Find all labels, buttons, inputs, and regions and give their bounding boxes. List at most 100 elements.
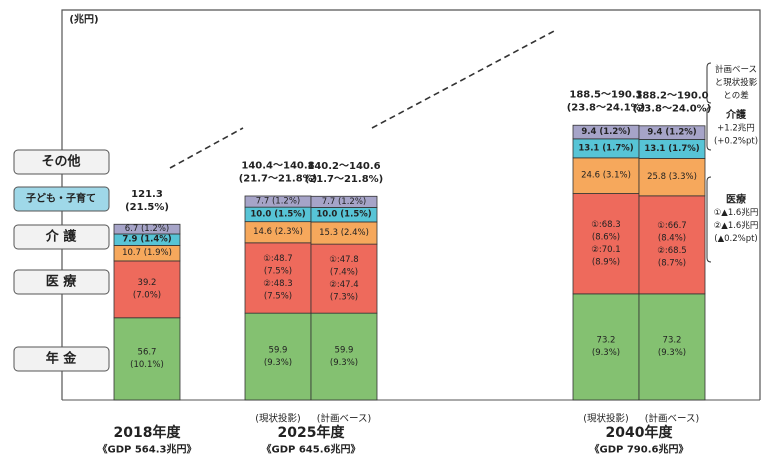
data-label-b2018-medical: (7.0%) — [133, 291, 161, 301]
annotation-text-medical: ①▲1.6兆円 — [714, 207, 759, 218]
legend-box-other — [13, 149, 110, 175]
bar-b2025b-pension — [310, 312, 378, 401]
annotation-text-medical: 医療 — [726, 193, 746, 206]
total-label-b2040b: 188.2～190.0 — [635, 90, 708, 101]
bar-b2025a-medical — [244, 242, 312, 314]
data-label-b2040a-pension: (9.3%) — [592, 348, 620, 358]
data-label-b2025a-medical: (7.5%) — [264, 267, 292, 277]
sublabel-b2040b: (計画ベース) — [645, 413, 699, 425]
bar-b2018-medical — [113, 260, 181, 319]
bar-b2040b-other — [638, 125, 706, 140]
data-label-b2040b-pension: (9.3%) — [658, 348, 686, 358]
bar-b2018-pension — [113, 317, 181, 401]
total-label-b2025b: (21.7～21.8%) — [305, 174, 384, 185]
data-label-b2040a-medical: ①:68.3 — [591, 220, 620, 230]
year-label-1: 2025年度 — [278, 424, 346, 441]
bar-b2040b-care — [638, 158, 706, 197]
data-label-b2025b-pension: (9.3%) — [330, 358, 358, 368]
data-label-b2018-pension: 56.7 — [138, 348, 157, 358]
data-label-b2025b-pension: 59.9 — [335, 345, 354, 355]
bar-b2018-other — [113, 223, 181, 235]
annotation-text-care: +1.2兆円 — [717, 123, 755, 134]
annotation-text-diff: と現状投影 — [715, 77, 758, 88]
data-label-b2025b-medical: (7.3%) — [330, 292, 358, 302]
data-label-b2018-care: 10.7 (1.9%) — [122, 248, 172, 258]
data-label-b2018-child: 7.9 (1.4%) — [122, 235, 171, 245]
gdp-label-0: 《GDP 564.3兆円》 — [98, 443, 197, 456]
bar-b2025b-other — [310, 195, 378, 208]
data-label-b2040a-care: 24.6 (3.1%) — [581, 171, 631, 181]
data-label-b2025a-pension: (9.3%) — [264, 358, 292, 368]
year-label-0: 2018年度 — [114, 424, 182, 441]
bar-b2025a-pension — [244, 312, 312, 401]
legend-label-other: その他 — [41, 154, 80, 170]
bar-b2040b-medical — [638, 195, 706, 295]
legend-box-child — [13, 186, 110, 212]
data-label-b2025b-medical: (7.4%) — [330, 267, 358, 277]
data-label-b2025a-care: 14.6 (2.3%) — [253, 227, 303, 237]
data-label-b2040b-medical: (8.7%) — [658, 259, 686, 269]
annotation-text-diff: との差 — [723, 90, 748, 101]
unit-label: (兆円) — [69, 13, 98, 26]
data-label-b2025a-child: 10.0 (1.5%) — [250, 209, 305, 219]
sublabel-b2040a: (現状投影) — [583, 413, 628, 425]
data-label-b2025b-child: 10.0 (1.5%) — [316, 210, 371, 220]
data-label-b2025b-other: 7.7 (1.2%) — [322, 197, 366, 207]
legend-box-care — [13, 224, 110, 250]
data-label-b2025b-care: 15.3 (2.4%) — [319, 228, 369, 238]
data-label-b2040b-medical: ①:66.7 — [657, 221, 686, 231]
legend-label-child: 子ども・子育て — [26, 192, 96, 205]
data-label-b2025a-medical: ②:48.3 — [263, 279, 292, 289]
data-label-b2018-pension: (10.1%) — [130, 360, 164, 370]
bar-b2040a-pension — [572, 293, 640, 401]
total-label-b2025a: (21.7～21.8%) — [239, 173, 318, 184]
total-label-b2040a: 188.5～190.3 — [569, 90, 642, 101]
data-label-b2040b-medical: (8.4%) — [658, 234, 686, 244]
annotation-bracket-diff — [706, 62, 712, 104]
data-label-b2025a-medical: ①:48.7 — [263, 254, 292, 264]
total-label-b2025b: 140.2～140.6 — [307, 161, 380, 172]
data-label-b2040b-other: 9.4 (1.2%) — [647, 128, 696, 138]
data-label-b2040a-pension: 73.2 — [597, 336, 616, 346]
data-label-b2040b-pension: 73.2 — [663, 336, 682, 346]
data-label-b2018-other: 6.7 (1.2%) — [125, 224, 169, 234]
data-label-b2025b-medical: ②:47.4 — [329, 280, 358, 290]
annotation-bracket-medical — [706, 176, 712, 263]
legend-label-care: 介 護 — [45, 229, 78, 245]
annotation-text-diff: 計画ベース — [715, 64, 757, 75]
data-label-b2040b-child: 13.1 (1.7%) — [644, 144, 699, 154]
data-label-b2025a-medical: (7.5%) — [264, 292, 292, 302]
data-label-b2040a-child: 13.1 (1.7%) — [578, 143, 633, 153]
legend-box-medical — [13, 269, 110, 295]
data-label-b2040a-medical: (8.6%) — [592, 232, 620, 242]
annotation-bracket-care — [706, 106, 712, 151]
sublabel-b2025b: (計画ベース) — [317, 413, 371, 425]
data-label-b2025a-pension: 59.9 — [269, 345, 288, 355]
annotation-text-care: 介護 — [725, 108, 747, 121]
trend-line-2018-2025 — [169, 127, 244, 169]
bar-b2040b-pension — [638, 293, 706, 401]
total-label-b2025a: 140.4～140.8 — [241, 160, 314, 171]
data-label-b2040b-medical: ②:68.5 — [657, 246, 686, 256]
data-label-b2040b-care: 25.8 (3.3%) — [647, 172, 697, 182]
data-label-b2040a-medical: ②:70.1 — [591, 245, 620, 255]
total-label-b2040b: (23.8～24.0%) — [633, 103, 712, 114]
data-label-b2040a-medical: (8.9%) — [592, 257, 620, 267]
annotation-text-medical: (▲0.2%pt) — [714, 234, 758, 244]
trend-line-2025-2040 — [371, 29, 557, 129]
annotation-text-medical: ②▲1.6兆円 — [714, 220, 759, 231]
year-label-2: 2040年度 — [606, 424, 674, 441]
gdp-label-2: 《GDP 790.6兆円》 — [590, 443, 689, 456]
data-label-b2025b-medical: ①:47.8 — [329, 255, 358, 265]
annotation-text-care: (+0.2%pt) — [714, 137, 758, 147]
sublabel-b2025a: (現状投影) — [255, 413, 300, 425]
bar-b2040a-medical — [572, 193, 640, 295]
data-label-b2040a-other: 9.4 (1.2%) — [581, 127, 630, 137]
total-label-b2018: 121.3 — [131, 189, 163, 200]
total-label-b2018: (21.5%) — [125, 202, 169, 213]
total-label-b2040a: (23.8～24.1%) — [567, 103, 646, 114]
gdp-label-1: 《GDP 645.6兆円》 — [262, 443, 361, 456]
data-label-b2025a-other: 7.7 (1.2%) — [256, 197, 300, 207]
